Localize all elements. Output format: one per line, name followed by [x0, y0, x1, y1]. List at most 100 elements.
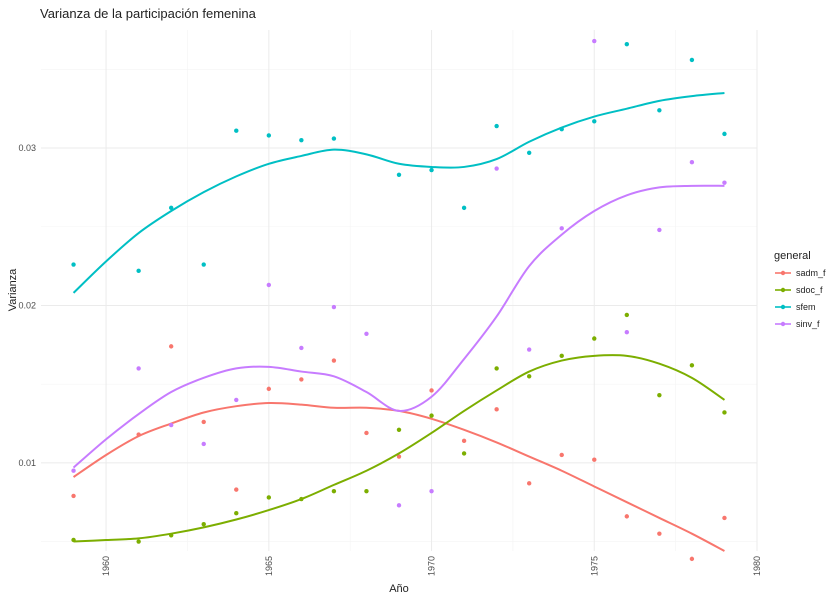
- data-point: [559, 353, 564, 359]
- data-point: [136, 366, 141, 371]
- x-tick-label: 1960: [101, 556, 111, 576]
- data-point: [494, 366, 499, 371]
- data-point: [266, 495, 272, 500]
- x-tick-label: 1965: [264, 556, 274, 576]
- y-tick-label: 0.03: [18, 143, 36, 153]
- data-point: [526, 150, 532, 155]
- data-point: [592, 119, 597, 124]
- data-point: [559, 226, 564, 231]
- legend-label: sadm_f: [796, 268, 826, 278]
- data-point: [299, 137, 304, 143]
- data-point: [689, 160, 695, 165]
- data-point: [364, 430, 369, 436]
- data-point: [722, 515, 727, 521]
- data-point: [364, 331, 369, 336]
- data-point: [201, 262, 206, 267]
- legend-label: sinv_f: [796, 319, 820, 329]
- data-point: [396, 503, 402, 508]
- legend-label: sfem: [796, 302, 816, 312]
- x-axis-title: Año: [389, 583, 409, 595]
- legend-item-sadm_f: sadm_f: [775, 268, 826, 278]
- data-point: [71, 468, 76, 473]
- smooth-line: [73, 354, 726, 543]
- data-point: [266, 282, 272, 288]
- legend-key-point: [780, 304, 786, 310]
- grid-lines: [41, 30, 758, 551]
- legend-key-point: [780, 321, 786, 327]
- data-point: [331, 358, 337, 363]
- data-point: [657, 108, 662, 113]
- data-point: [592, 38, 597, 44]
- data-point: [396, 172, 402, 178]
- smooth-line: [72, 184, 725, 469]
- legend-title: general: [774, 250, 811, 262]
- data-point: [299, 345, 304, 351]
- data-point: [689, 363, 695, 368]
- x-tick-label: 1980: [752, 556, 762, 576]
- x-tick-label: 1970: [427, 556, 437, 576]
- data-point: [526, 347, 532, 352]
- data-point: [592, 457, 597, 462]
- data-point: [396, 454, 402, 459]
- chart-title: Varianza de la participación femenina: [40, 6, 257, 21]
- legend-item-sinv_f: sinv_f: [775, 319, 820, 329]
- data-point: [136, 539, 141, 544]
- data-point: [494, 166, 499, 171]
- data-point: [168, 422, 174, 428]
- data-point: [657, 392, 662, 398]
- data-point: [624, 41, 630, 47]
- data-point: [494, 407, 499, 412]
- y-axis-title: Varianza: [7, 268, 19, 311]
- series-sinv_f: [71, 38, 727, 508]
- data-point: [526, 374, 532, 379]
- data-point: [201, 441, 206, 447]
- data-point: [722, 180, 727, 185]
- data-point: [331, 304, 337, 310]
- data-point: [494, 123, 499, 129]
- data-point: [331, 488, 337, 494]
- data-point: [71, 262, 76, 267]
- data-point: [299, 377, 304, 382]
- data-point: [689, 556, 695, 562]
- data-point: [429, 167, 434, 173]
- data-point: [722, 410, 727, 415]
- data-point: [396, 427, 402, 433]
- x-tick-label: 1975: [589, 556, 599, 576]
- data-point: [657, 531, 662, 536]
- legend-item-sfem: sfem: [775, 302, 816, 312]
- data-point: [689, 57, 695, 63]
- data-point: [624, 514, 630, 519]
- data-point: [266, 133, 272, 138]
- data-point: [168, 205, 174, 211]
- y-axis-ticks: 0.01 0.02 0.03: [18, 143, 36, 468]
- y-tick-label: 0.01: [18, 458, 36, 468]
- data-point: [461, 438, 467, 444]
- data-point: [429, 413, 434, 418]
- data-point: [201, 522, 206, 527]
- legend-item-sdoc_f: sdoc_f: [775, 285, 823, 295]
- data-point: [234, 128, 239, 133]
- series-layer: [71, 38, 727, 562]
- data-point: [136, 268, 141, 274]
- data-point: [234, 511, 239, 516]
- data-point: [592, 336, 597, 341]
- data-point: [624, 312, 630, 318]
- data-point: [624, 330, 630, 335]
- data-point: [266, 386, 272, 392]
- data-point: [331, 136, 337, 141]
- data-point: [364, 488, 369, 494]
- data-point: [461, 205, 467, 211]
- legend-key-point: [780, 287, 786, 293]
- data-point: [429, 388, 434, 393]
- data-point: [234, 487, 239, 492]
- data-point: [526, 481, 532, 486]
- data-point: [722, 131, 727, 137]
- data-point: [559, 452, 564, 458]
- x-axis-ticks: 1960 1965 1970 1975 1980: [101, 556, 762, 576]
- data-point: [234, 397, 239, 403]
- legend-label: sdoc_f: [796, 285, 823, 295]
- data-point: [429, 488, 434, 494]
- series-sfem: [71, 41, 727, 294]
